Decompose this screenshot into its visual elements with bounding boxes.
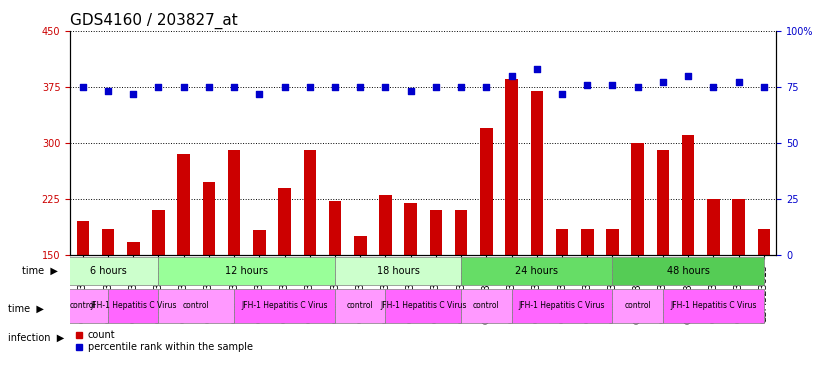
FancyBboxPatch shape — [58, 289, 108, 323]
Point — [505, 73, 518, 79]
Bar — [707, 199, 719, 367]
Point — [303, 84, 316, 90]
Bar — [530, 91, 544, 367]
Text: infection  ▶: infection ▶ — [8, 333, 64, 343]
Bar — [733, 199, 745, 367]
Bar — [556, 229, 568, 367]
Point — [202, 84, 216, 90]
FancyBboxPatch shape — [335, 289, 386, 323]
FancyBboxPatch shape — [108, 289, 159, 323]
Bar — [506, 79, 518, 367]
Point — [76, 84, 89, 90]
FancyBboxPatch shape — [613, 257, 764, 285]
Text: 6 hours: 6 hours — [90, 266, 126, 276]
Bar — [657, 151, 669, 367]
Bar — [581, 229, 594, 367]
Legend: count, percentile rank within the sample: count, percentile rank within the sample — [75, 330, 253, 352]
Point — [631, 84, 644, 90]
FancyBboxPatch shape — [386, 289, 461, 323]
FancyBboxPatch shape — [511, 289, 613, 323]
Bar — [202, 182, 216, 367]
Bar — [681, 136, 695, 367]
Text: JFH-1 Hepatitis C Virus: JFH-1 Hepatitis C Virus — [670, 301, 757, 310]
Bar — [405, 203, 417, 367]
FancyBboxPatch shape — [159, 257, 335, 285]
Point — [177, 84, 190, 90]
Bar — [379, 195, 392, 367]
Bar — [278, 188, 291, 367]
Bar — [178, 154, 190, 367]
Text: 24 hours: 24 hours — [515, 266, 558, 276]
Point — [732, 79, 745, 85]
Bar — [354, 237, 367, 367]
Point — [354, 84, 367, 90]
Text: 18 hours: 18 hours — [377, 266, 420, 276]
Point — [430, 84, 443, 90]
Point — [707, 84, 720, 90]
FancyBboxPatch shape — [335, 257, 461, 285]
Bar — [77, 222, 89, 367]
Text: control: control — [183, 301, 210, 310]
FancyBboxPatch shape — [461, 257, 613, 285]
Text: control: control — [473, 301, 500, 310]
Bar — [480, 128, 492, 367]
Bar — [631, 143, 644, 367]
Text: JFH-1 Hepatitis C Virus: JFH-1 Hepatitis C Virus — [519, 301, 605, 310]
Text: JFH-1 Hepatitis C Virus: JFH-1 Hepatitis C Virus — [241, 301, 328, 310]
Bar — [228, 151, 240, 367]
Point — [657, 79, 670, 85]
FancyBboxPatch shape — [461, 289, 511, 323]
Point — [480, 84, 493, 90]
FancyBboxPatch shape — [613, 289, 663, 323]
Point — [152, 84, 165, 90]
Bar — [757, 229, 770, 367]
Point — [253, 91, 266, 97]
Bar — [606, 229, 619, 367]
Bar — [329, 201, 341, 367]
Point — [102, 88, 115, 94]
FancyBboxPatch shape — [234, 289, 335, 323]
Point — [126, 91, 140, 97]
Bar — [430, 210, 442, 367]
Bar — [152, 210, 165, 367]
Bar — [303, 151, 316, 367]
Text: 48 hours: 48 hours — [667, 266, 710, 276]
FancyBboxPatch shape — [159, 289, 234, 323]
Text: JFH-1 Hepatitis C Virus: JFH-1 Hepatitis C Virus — [90, 301, 177, 310]
Bar — [253, 230, 266, 367]
Point — [555, 91, 568, 97]
Text: control: control — [69, 301, 96, 310]
Text: time  ▶: time ▶ — [8, 304, 44, 314]
Point — [757, 84, 771, 90]
Point — [454, 84, 468, 90]
Point — [329, 84, 342, 90]
Point — [227, 84, 240, 90]
Point — [581, 81, 594, 88]
Text: JFH-1 Hepatitis C Virus: JFH-1 Hepatitis C Virus — [380, 301, 467, 310]
Point — [278, 84, 292, 90]
Bar — [127, 242, 140, 367]
Point — [530, 66, 544, 72]
Point — [379, 84, 392, 90]
FancyBboxPatch shape — [663, 289, 764, 323]
Text: 12 hours: 12 hours — [225, 266, 268, 276]
Point — [606, 81, 620, 88]
Bar — [102, 229, 114, 367]
FancyBboxPatch shape — [58, 257, 159, 285]
Text: control: control — [347, 301, 373, 310]
Text: time  ▶: time ▶ — [21, 266, 58, 276]
Text: GDS4160 / 203827_at: GDS4160 / 203827_at — [70, 13, 238, 29]
Text: control: control — [624, 301, 651, 310]
Bar — [455, 210, 468, 367]
Point — [404, 88, 417, 94]
Point — [681, 73, 695, 79]
